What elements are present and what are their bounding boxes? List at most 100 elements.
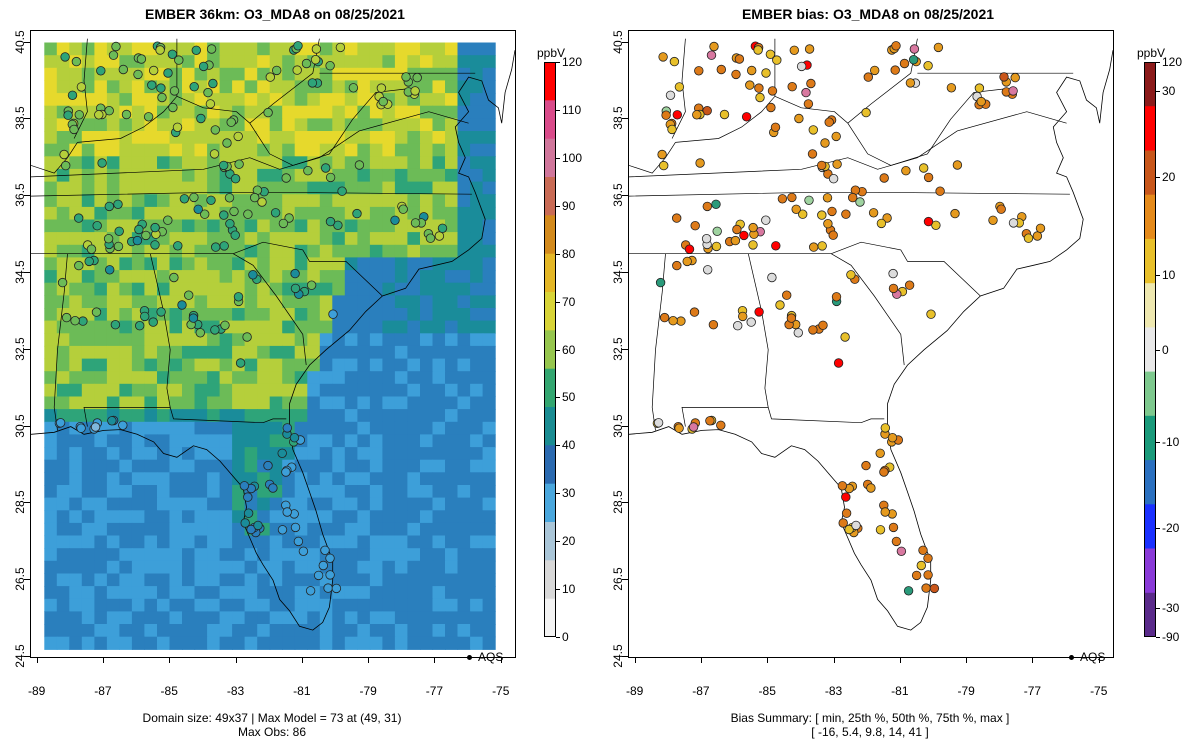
grid-cell: [420, 548, 434, 562]
grid-cell: [269, 308, 283, 322]
colorbar-tick-mark: [1156, 274, 1160, 276]
station-marker: [891, 536, 902, 547]
grid-cell: [81, 573, 95, 587]
grid-cell: [344, 345, 358, 360]
x-tick-label: -85: [758, 684, 776, 698]
grid-cell: [457, 421, 471, 435]
grid-cell: [432, 358, 446, 372]
grid-cell: [119, 295, 133, 309]
grid-cell: [394, 497, 408, 511]
station-marker: [653, 418, 664, 428]
grid-cell: [119, 358, 133, 372]
station-marker: [761, 68, 771, 78]
grid-cell: [106, 485, 120, 499]
grid-cell: [319, 358, 333, 372]
grid-cell: [407, 206, 421, 221]
grid-cell: [407, 472, 421, 486]
station-marker: [739, 230, 749, 241]
grid-cell: [332, 535, 346, 549]
grid-cell: [344, 105, 358, 119]
grid-cell: [44, 548, 58, 562]
grid-cell: [357, 118, 371, 132]
grid-cell: [257, 497, 271, 511]
grid-cell: [432, 206, 446, 221]
grid-cell: [169, 383, 183, 397]
x-tick-label: -83: [824, 684, 843, 698]
station-marker: [208, 78, 218, 89]
grid-cell: [81, 447, 95, 461]
colorbar-segment: [1144, 194, 1156, 240]
grid-cell: [332, 383, 346, 397]
station-marker: [104, 201, 115, 212]
legend-dot-icon: [467, 655, 472, 661]
grid-cell: [144, 510, 158, 524]
grid-cell: [257, 219, 271, 233]
grid-cell: [394, 548, 408, 562]
grid-cell: [81, 295, 95, 309]
grid-cell: [269, 383, 283, 397]
station-marker: [74, 110, 85, 120]
grid-cell: [382, 560, 396, 574]
grid-cell: [269, 42, 283, 56]
grid-cell: [269, 586, 283, 600]
colorbar-tick-label: 30: [1162, 83, 1176, 98]
state-boundary: [847, 88, 1007, 166]
grid-cell: [94, 206, 108, 221]
colorbar-tick-label: 40: [562, 438, 576, 453]
grid-cell: [219, 409, 233, 423]
grid-cell: [432, 624, 446, 638]
grid-cell: [144, 421, 158, 435]
grid-cell: [294, 586, 308, 600]
station-marker: [111, 41, 121, 52]
y-tick-mark: [622, 502, 628, 504]
grid-cell: [144, 333, 158, 347]
grid-cell: [394, 320, 408, 334]
station-marker: [234, 159, 244, 169]
grid-cell: [169, 434, 183, 448]
grid-cell: [194, 270, 208, 284]
grid-cell: [207, 611, 221, 625]
station-marker: [952, 160, 963, 170]
station-marker: [243, 508, 254, 518]
grid-cell: [131, 522, 145, 537]
grid-cell: [169, 345, 183, 360]
grid-cell: [470, 168, 484, 183]
grid-cell: [307, 143, 321, 157]
grid-cell: [207, 308, 221, 322]
station-marker: [658, 52, 668, 62]
legend-dot-icon: [1069, 655, 1074, 661]
grid-cell: [232, 611, 246, 625]
grid-cell: [357, 459, 371, 473]
grid-cell: [56, 624, 70, 638]
grid-cell: [81, 472, 95, 486]
grid-cell: [344, 371, 358, 385]
grid-cell: [307, 560, 321, 574]
grid-cell: [257, 282, 271, 296]
grid-cell: [445, 586, 459, 600]
grid-cell: [369, 434, 383, 448]
grid-cell: [69, 409, 83, 423]
station-marker: [59, 149, 69, 160]
grid-cell: [332, 295, 346, 309]
grid-cell: [257, 42, 271, 56]
grid-cell: [169, 168, 183, 183]
grid-cell: [56, 611, 70, 625]
grid-cell: [257, 206, 271, 221]
grid-cell: [470, 308, 484, 322]
grid-cell: [219, 80, 233, 94]
grid-cell: [432, 522, 446, 537]
grid-cell: [169, 219, 183, 233]
grid-cell: [319, 181, 333, 195]
station-marker: [155, 45, 165, 55]
state-boundary: [169, 407, 287, 424]
x-tick-mark: [966, 657, 968, 663]
grid-cell: [144, 206, 158, 221]
station-marker: [796, 61, 807, 72]
grid-cell: [81, 560, 95, 574]
station-marker: [318, 560, 329, 571]
grid-cell: [332, 447, 346, 461]
grid-cell: [457, 244, 471, 258]
grid-cell: [69, 510, 83, 524]
grid-cell: [219, 67, 233, 81]
grid-cell: [269, 270, 283, 284]
